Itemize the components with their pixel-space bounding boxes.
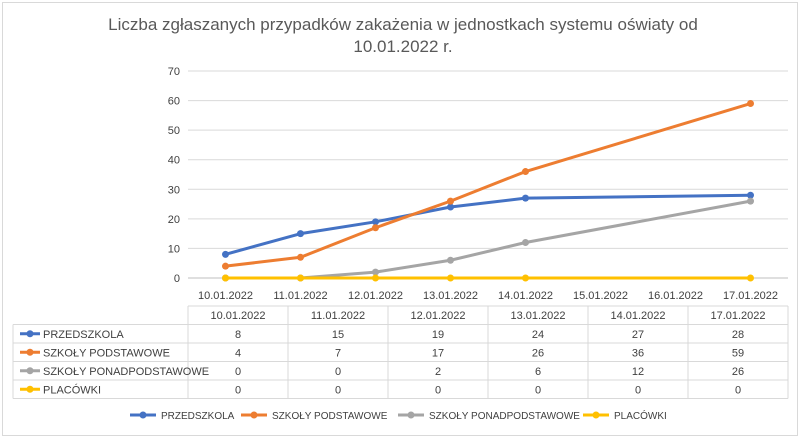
table-row-label: PRZEDSZKOLA — [43, 329, 124, 341]
data-point-szkoly-podstawowe — [372, 224, 379, 232]
chart-title: Liczba zgłaszanych przypadków zakażenia … — [108, 15, 698, 56]
x-tick-label: 11.01.2022 — [273, 290, 327, 302]
table-header-cell: 12.01.2022 — [410, 310, 465, 322]
x-tick-label: 14.01.2022 — [498, 290, 553, 302]
y-tick-label: 0 — [174, 273, 180, 285]
table-header-cell: 17.01.2022 — [710, 310, 765, 322]
legend-key-marker — [250, 411, 258, 419]
table-value-cell: 0 — [335, 366, 341, 378]
chart-title-line-2: 10.01.2022 r. — [353, 37, 452, 56]
x-axis: 10.01.2022 11.01.2022 12.01.2022 13.01.2022… — [188, 277, 788, 302]
table-legend-key-marker — [26, 348, 34, 356]
y-tick-label: 70 — [168, 66, 180, 78]
table-value-cell: 0 — [335, 384, 341, 396]
x-tick-label: 17.01.2022 — [723, 290, 778, 302]
legend-key-marker — [592, 411, 600, 419]
data-point-placowki — [522, 274, 529, 282]
data-point-przedszkola — [747, 191, 754, 199]
table-header-cell: 14.01.2022 — [610, 310, 665, 322]
table-value-cell: 59 — [732, 347, 744, 359]
gridlines — [188, 70, 788, 249]
data-point-szkoly-podstawowe — [747, 100, 754, 108]
table-value-cell: 15 — [332, 329, 344, 341]
table-value-cell: 6 — [535, 366, 541, 378]
legend-label: SZKOŁY PONADPODSTAWOWE — [429, 411, 580, 422]
data-point-szkoly-podstawowe — [222, 262, 229, 270]
data-point-przedszkola — [447, 203, 454, 211]
table-value-cell: 26 — [532, 347, 544, 359]
table-value-cell: 2 — [435, 366, 441, 378]
data-point-szkoly-podstawowe — [297, 253, 304, 261]
data-point-placowki — [747, 274, 754, 282]
table-value-cell: 19 — [432, 329, 444, 341]
legend-key-marker — [139, 411, 147, 419]
table-header-cell: 10.01.2022 — [210, 310, 265, 322]
y-tick-label: 60 — [168, 96, 180, 108]
data-point-przedszkola — [222, 250, 229, 258]
x-tick-label: 13.01.2022 — [423, 290, 478, 302]
chart-title-line-1: Liczba zgłaszanych przypadków zakażenia … — [108, 15, 698, 34]
table-header-cell: 11.01.2022 — [311, 310, 365, 322]
data-table: 10.01.2022 11.01.2022 12.01.2022 13.01.2022… — [12, 305, 789, 399]
table-legend-key-marker — [26, 330, 34, 338]
table-value-cell: 8 — [235, 329, 241, 341]
data-point-placowki — [222, 274, 229, 282]
data-point-szkoly-podstawowe — [447, 197, 454, 205]
table-value-cell: 27 — [632, 329, 644, 341]
table-value-cell: 36 — [632, 347, 644, 359]
data-point-szkoly-ponadpodstawowe — [747, 197, 754, 205]
y-tick-label: 30 — [168, 184, 180, 196]
table-value-cell: 0 — [535, 384, 541, 396]
series-line-szkoly-ponadpodstawowe — [224, 199, 752, 280]
data-point-przedszkola — [522, 194, 529, 202]
table-value-cell: 0 — [735, 384, 741, 396]
legend-label: SZKOŁY PODSTAWOWE — [272, 411, 388, 422]
data-point-szkoly-ponadpodstawowe — [447, 256, 454, 264]
table-row-label: SZKOŁY PONADPODSTAWOWE — [43, 366, 209, 378]
y-tick-label: 10 — [168, 243, 180, 255]
data-point-placowki — [372, 274, 379, 282]
table-row-label: SZKOŁY PODSTAWOWE — [43, 347, 170, 359]
data-point-szkoly-ponadpodstawowe — [372, 268, 379, 276]
y-tick-label: 20 — [168, 214, 180, 226]
y-tick-label: 50 — [168, 125, 180, 137]
series-line-przedszkola — [224, 193, 752, 256]
legend: PRZEDSZKOLA SZKOŁY PODSTAWOWE SZKOŁY PONAD… — [130, 409, 667, 422]
series-line-szkoly-podstawowe — [224, 102, 752, 268]
table-value-cell: 26 — [732, 366, 744, 378]
legend-label: PLACÓWKI — [614, 409, 667, 422]
y-tick-label: 40 — [168, 155, 180, 167]
y-axis: 0 10 20 30 40 50 60 70 — [168, 66, 180, 285]
table-value-cell: 28 — [732, 329, 744, 341]
legend-key-marker — [407, 411, 415, 419]
line-chart: Liczba zgłaszanych przypadków zakażenia … — [12, 15, 789, 422]
x-tick-label: 15.01.2022 — [573, 290, 628, 302]
table-header-cell: 13.01.2022 — [510, 310, 565, 322]
table-row-label: PLACÓWKI — [43, 383, 101, 396]
x-tick-label: 12.01.2022 — [348, 290, 403, 302]
data-point-placowki — [297, 274, 304, 282]
table-value-cell: 0 — [435, 384, 441, 396]
table-legend-key-marker — [26, 385, 34, 393]
table-value-cell: 0 — [235, 366, 241, 378]
data-point-przedszkola — [297, 230, 304, 238]
table-value-cell: 4 — [235, 347, 241, 359]
data-point-szkoly-ponadpodstawowe — [522, 239, 529, 247]
table-value-cell: 7 — [335, 347, 341, 359]
table-value-cell: 24 — [532, 329, 544, 341]
table-value-cell: 12 — [632, 366, 644, 378]
data-point-przedszkola — [372, 218, 379, 226]
table-value-cell: 0 — [235, 384, 241, 396]
x-tick-label: 16.01.2022 — [648, 290, 703, 302]
table-value-cell: 0 — [635, 384, 641, 396]
x-tick-label: 10.01.2022 — [198, 290, 253, 302]
data-point-placowki — [447, 274, 454, 282]
table-legend-key-marker — [26, 367, 34, 375]
series-lines — [222, 100, 754, 282]
table-value-cell: 17 — [432, 347, 444, 359]
legend-label: PRZEDSZKOLA — [161, 411, 235, 422]
data-point-szkoly-podstawowe — [522, 168, 529, 176]
